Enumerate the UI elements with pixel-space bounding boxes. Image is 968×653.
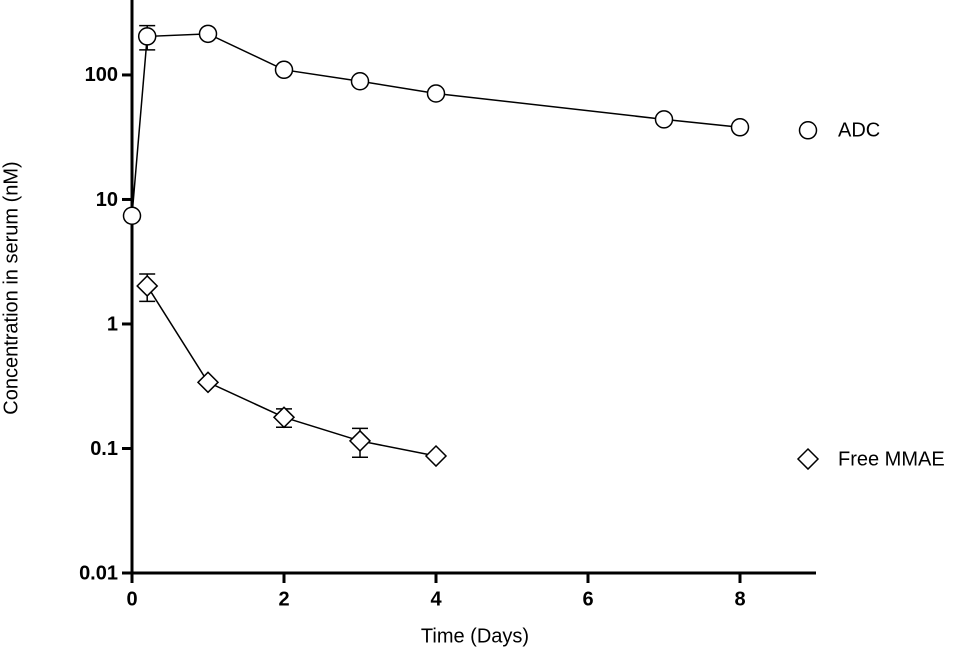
marker (196, 371, 220, 394)
marker (348, 429, 372, 452)
y-tick-label: 0.01 (79, 562, 118, 584)
marker (654, 110, 674, 129)
marker (796, 447, 820, 471)
x-tick-label: 6 (582, 588, 593, 610)
marker (272, 406, 296, 429)
x-tick-label: 4 (430, 588, 442, 610)
marker (274, 60, 294, 80)
x-tick-label: 0 (126, 588, 137, 610)
marker (424, 444, 448, 468)
marker (730, 118, 750, 137)
y-tick-label: 10 (96, 189, 118, 211)
series-line (131, 33, 741, 216)
x-tick-label: 2 (278, 588, 289, 610)
marker (137, 27, 157, 46)
marker (122, 206, 142, 226)
marker (136, 274, 159, 298)
series-line (146, 285, 437, 457)
y-axis-label: Concentration in serum (nM) (0, 161, 22, 414)
marker (798, 121, 818, 140)
x-tick-label: 8 (734, 588, 745, 610)
legend-text: ADC (838, 120, 880, 142)
marker (426, 84, 446, 103)
y-tick-label: 0.1 (90, 438, 118, 460)
marker (350, 72, 370, 91)
marker (198, 24, 218, 44)
y-tick-label: 100 (85, 64, 118, 86)
y-tick-label: 1 (107, 313, 118, 335)
legend-text: Free MMAE (838, 448, 945, 470)
x-axis-label: Time (Days) (421, 625, 529, 647)
